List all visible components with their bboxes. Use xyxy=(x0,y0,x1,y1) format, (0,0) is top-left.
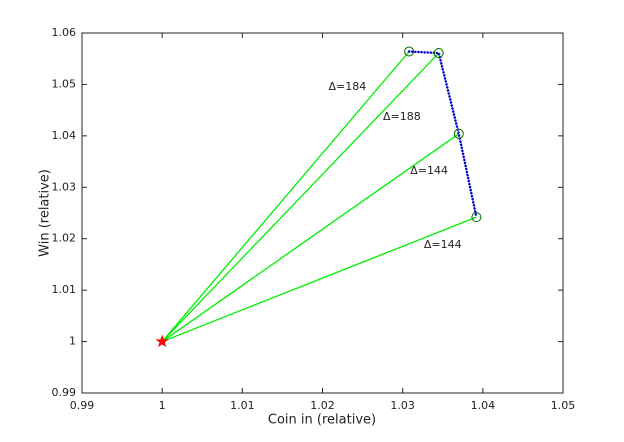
ray xyxy=(161,52,440,343)
annotation: Δ=184 xyxy=(328,80,366,93)
annotation: Δ=144 xyxy=(424,238,462,251)
frontier-point xyxy=(433,48,444,59)
x-tick-label: 1.01 xyxy=(230,399,255,412)
ray xyxy=(161,51,410,342)
y-axis-label: Win (relative) xyxy=(38,169,53,257)
x-tick-label: 0.99 xyxy=(70,399,95,412)
y-tick-label: 1.05 xyxy=(52,77,77,90)
frontier-point xyxy=(404,46,415,57)
x-tick-label: 1.03 xyxy=(390,399,415,412)
annotation: Δ=144 xyxy=(410,164,448,177)
x-tick-label: 1.02 xyxy=(310,399,335,412)
frontier-line xyxy=(407,50,478,219)
y-tick-label: 1.04 xyxy=(52,129,77,142)
y-tick-label: 1.03 xyxy=(52,180,77,193)
x-axis-label: Coin in (relative) xyxy=(268,413,376,428)
axes-box xyxy=(81,32,564,394)
y-tick-label: 1 xyxy=(69,335,76,348)
x-tick-label: 1 xyxy=(159,399,166,412)
frontier-point xyxy=(471,212,482,223)
frontier-point xyxy=(453,128,464,139)
origin-star xyxy=(155,334,169,348)
y-tick-label: 0.99 xyxy=(52,386,77,399)
y-tick-label: 1.06 xyxy=(52,26,77,39)
y-tick-label: 1.02 xyxy=(52,232,77,245)
ray xyxy=(161,133,460,343)
x-tick-label: 1.04 xyxy=(471,399,496,412)
y-tick-label: 1.01 xyxy=(52,283,77,296)
ray xyxy=(161,216,477,343)
x-tick-label: 1.05 xyxy=(551,399,576,412)
annotation: Δ=188 xyxy=(383,110,421,123)
